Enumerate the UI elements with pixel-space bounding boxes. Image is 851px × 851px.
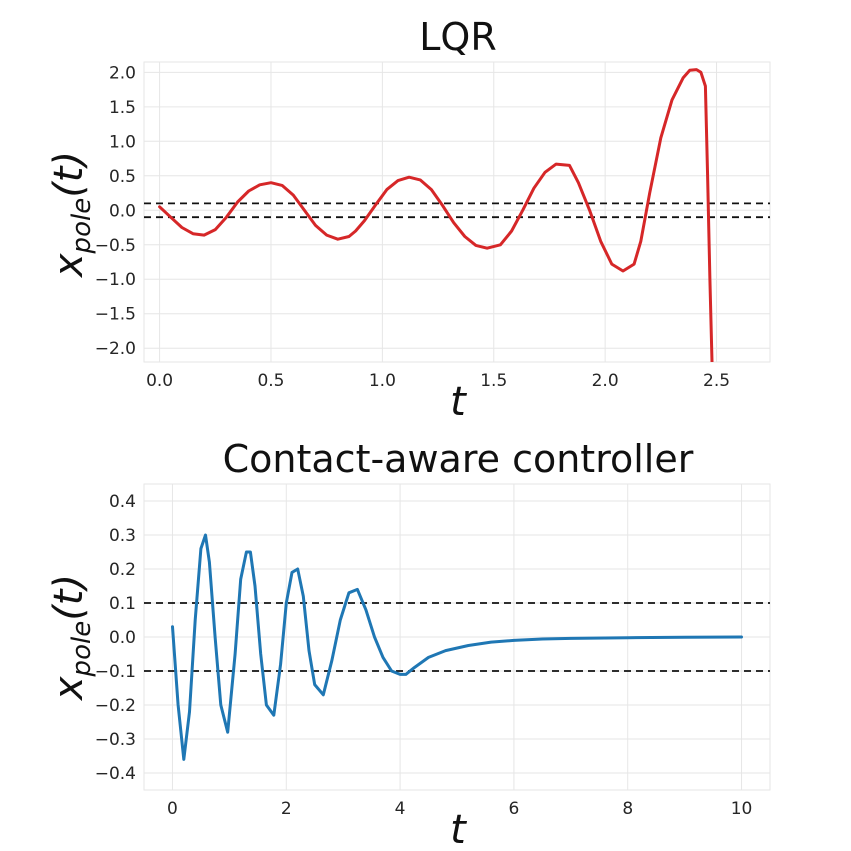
lqr-y-tick-label: −1.0 [95,270,136,290]
lqr-x-tick-label: 1.5 [480,371,507,391]
contact-aware-y-tick-label: 0.2 [109,560,136,580]
lqr-title: LQR [419,15,496,59]
lqr-y-tick-label: −2.0 [95,339,136,359]
contact-aware-y-axis-label-sub: pole [67,621,97,678]
lqr-y-axis-label-main: x [46,253,92,279]
lqr-panel: 0.0 0.5 1.0 1.5 2.0 2.5 2.0 1.5 1.0 0.5 0.0 −0.5 −1.… [46,15,771,425]
lqr-reference-lines [144,202,770,219]
contact-aware-y-axis-label: xpole(t) [46,574,97,702]
contact-aware-x-tick-label: 0 [167,799,178,819]
lqr-y-tick-label: 1.5 [109,98,136,118]
lqr-y-axis-label-arg: (t) [46,151,92,198]
lqr-y-tick-label: −0.5 [95,236,136,256]
contact-aware-y-tick-label: −0.3 [95,730,136,750]
lqr-series [158,68,714,362]
contact-aware-title: Contact-aware controller [223,437,694,481]
contact-aware-reference-lines [144,602,770,672]
contact-aware-y-tick-label: −0.4 [95,764,136,784]
contact-aware-tick-labels: 0 2 4 6 8 10 0.4 0.3 0.2 0.1 0.0 −0.1 −0.2 −0.3 −0.4 [95,492,753,819]
lqr-y-tick-label: 1.0 [109,132,136,152]
lqr-x-axis-label: t [450,379,467,425]
lqr-y-tick-label: 2.0 [109,63,136,83]
contact-aware-y-tick-label: −0.1 [95,662,136,682]
contact-aware-x-tick-label: 10 [731,799,753,819]
lqr-y-tick-label: 0.5 [109,167,136,187]
lqr-x-tick-label: 2.5 [703,371,730,391]
lqr-x-tick-label: 2.0 [592,371,619,391]
contact-aware-x-tick-label: 8 [622,799,633,819]
lqr-x-tick-label: 1.0 [369,371,396,391]
contact-aware-y-tick-label: 0.3 [109,526,136,546]
lqr-grid [144,62,770,362]
contact-aware-series [171,533,743,761]
contact-aware-x-tick-label: 4 [395,799,406,819]
contact-aware-panel: 0 2 4 6 8 10 0.4 0.3 0.2 0.1 0.0 −0.1 −0.2 −0.3 −0.4 C… [46,437,771,851]
lqr-x-tick-label: 0.5 [257,371,284,391]
lqr-y-axis-label: xpole(t) [46,151,97,279]
lqr-y-tick-label: −1.5 [95,305,136,325]
contact-aware-y-axis-label-arg: (t) [46,574,92,621]
lqr-x-tick-label: 0.0 [146,371,173,391]
lqr-tick-labels: 0.0 0.5 1.0 1.5 2.0 2.5 2.0 1.5 1.0 0.5 0.0 −0.5 −1.… [95,63,730,391]
contact-aware-y-axis-label-main: x [46,676,92,702]
contact-aware-y-tick-label: 0.0 [109,628,136,648]
lqr-y-tick-label: 0.0 [109,201,136,221]
contact-aware-series-line [171,533,743,761]
contact-aware-x-axis-label: t [450,807,467,851]
lqr-y-axis-label-sub: pole [67,198,97,255]
contact-aware-x-tick-label: 2 [281,799,292,819]
lqr-series-line [158,68,714,362]
contact-aware-y-tick-label: 0.1 [109,594,136,614]
contact-aware-x-tick-label: 6 [508,799,519,819]
lqr-plot-area [143,61,771,363]
contact-aware-y-tick-label: 0.4 [109,492,136,512]
contact-aware-y-tick-label: −0.2 [95,696,136,716]
